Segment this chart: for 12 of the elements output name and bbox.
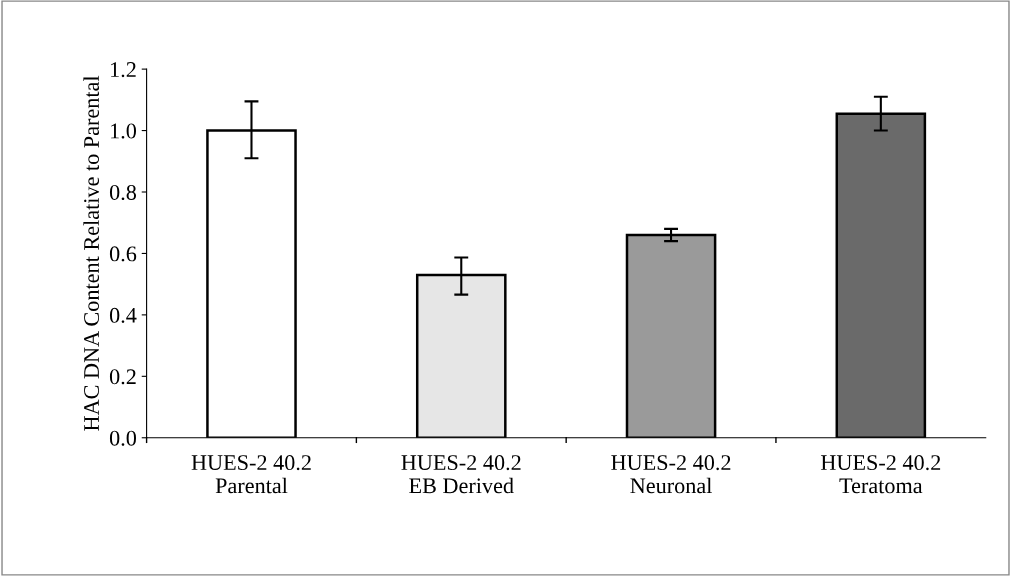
x-tick-label: HUES-2 40.2 EB Derived <box>401 455 521 494</box>
x-tick-label: HUES-2 40.2 Neuronal <box>611 455 731 494</box>
y-tick-label: 0.2 <box>109 369 136 385</box>
x-tick-label: HUES-2 40.2 Teratoma <box>820 455 941 494</box>
y-axis-title: HAC DNA Content Relative to Parental <box>83 75 100 431</box>
y-tick-label: 0.0 <box>109 430 137 446</box>
x-tick-label: HUES-2 40.2 Parental <box>191 455 311 494</box>
y-tick-label: 1.0 <box>111 123 137 139</box>
y-tick-label: 0.6 <box>109 246 137 262</box>
y-tick-label: 0.8 <box>109 184 137 201</box>
y-tick-label: 0.4 <box>109 307 137 323</box>
y-tick-label: 1.2 <box>111 62 136 78</box>
